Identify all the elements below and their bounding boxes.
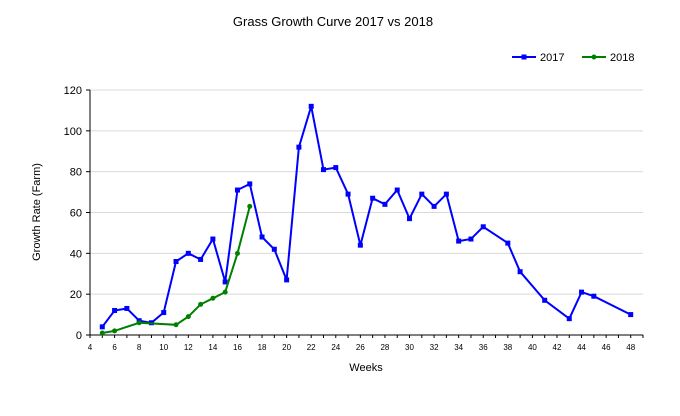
x-tick-label: 22 [307,343,316,352]
x-tick-label: 12 [184,343,193,352]
data-point [419,191,425,197]
gridlines [90,89,643,295]
data-point [210,295,216,301]
data-point [173,322,179,328]
y-tick-label: 60 [70,208,82,220]
data-point [579,289,585,295]
data-point [247,203,253,209]
data-point [407,216,413,222]
data-point [198,301,204,307]
x-tick-label: 40 [528,343,537,352]
x-tick-label: 20 [282,343,291,352]
y-tick-label: 40 [70,248,82,260]
legend-item: 2017 [512,52,564,64]
x-tick-label: 30 [405,343,414,352]
y-tick-label: 80 [70,167,82,179]
data-point [112,328,118,334]
data-point [234,187,240,193]
data-point [456,238,462,244]
data-point [161,310,167,316]
x-tick-label: 24 [331,343,340,352]
data-point [431,203,437,209]
x-tick-label: 14 [208,343,217,352]
data-point [357,242,363,248]
data-point [247,181,253,187]
x-tick-label: 42 [553,343,562,352]
data-point [222,279,228,285]
x-axis-label: Weeks [349,362,383,374]
data-point [382,201,388,207]
data-point [320,167,326,173]
y-tick-label: 0 [76,330,82,342]
x-tick-label: 48 [626,343,635,352]
data-point [443,191,449,197]
data-point [591,293,597,299]
legend-marker [521,54,527,60]
data-point [505,240,511,246]
legend-label: 2018 [610,52,634,64]
legend: 2017 2018 [512,52,634,64]
x-tick-label: 16 [233,343,242,352]
x-tick-label: 32 [430,343,439,352]
data-point [333,165,339,171]
y-tick-label: 20 [70,289,82,301]
data-point [480,224,486,230]
data-point [185,314,191,320]
data-point [198,256,204,262]
data-point [210,236,216,242]
legend-item: 2018 [582,52,634,64]
x-tick-label: 10 [159,343,168,352]
x-tick-label: 26 [356,343,365,352]
data-point [99,324,105,330]
x-axis-ticks: 4 6 8 10 12 14 16 18 20 22 24 26 28 30 32 34 36 38 40 42 44 4… [88,335,644,352]
data-point [173,259,179,264]
y-tick-label: 120 [64,85,82,97]
data-point [284,277,290,283]
x-tick-label: 46 [602,343,611,352]
data-point [566,316,572,322]
data-point [259,234,265,240]
series-group [99,103,634,336]
data-point [628,312,634,318]
y-axis-ticks: 0 20 40 60 80 100 120 [64,85,90,342]
x-tick-label: 38 [503,343,512,352]
data-point [308,103,314,109]
x-tick-label: 36 [479,343,488,352]
data-point [345,191,351,197]
data-point [234,250,240,256]
x-tick-label: 34 [454,343,463,352]
data-point [542,297,548,303]
x-tick-label: 44 [577,343,586,352]
data-point [222,289,228,295]
data-point [296,144,302,150]
data-point [185,250,191,256]
data-point [271,246,277,252]
series-line [102,206,251,334]
data-point [370,195,376,201]
legend-marker [591,54,597,60]
data-point [394,187,400,193]
x-tick-label: 8 [137,343,142,352]
series-2018 [99,203,253,336]
y-axis-label: Growth Rate (Farm) [31,163,43,261]
chart-title: Grass Growth Curve 2017 vs 2018 [233,14,433,29]
data-point [112,308,118,313]
series-2017 [99,103,634,330]
data-point [517,269,523,275]
x-tick-label: 4 [88,343,93,352]
data-point [124,305,130,311]
data-point [136,320,142,326]
legend-label: 2017 [540,52,564,64]
y-tick-label: 100 [64,126,82,138]
x-tick-label: 6 [112,343,117,352]
data-point [468,236,474,242]
x-tick-label: 18 [258,343,267,352]
x-tick-label: 28 [380,343,389,352]
data-point [99,330,105,336]
